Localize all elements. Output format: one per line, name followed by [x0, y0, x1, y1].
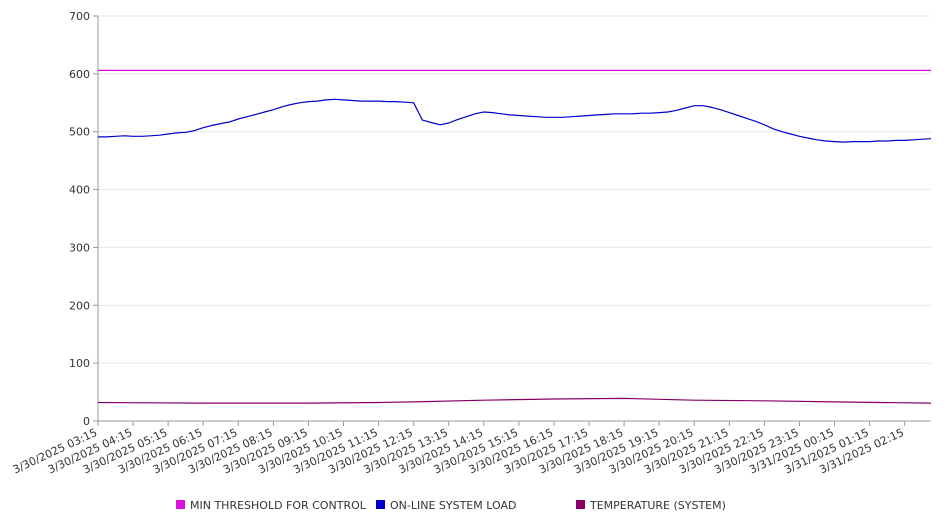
y-tick-label: 200 [69, 299, 90, 312]
series-lines [97, 69, 932, 404]
gridlines [98, 15, 931, 364]
series-line-3 [97, 397, 932, 404]
series-line-2 [98, 98, 932, 143]
legend-label: MIN THRESHOLD FOR CONTROL [190, 499, 367, 512]
y-tick-label: 500 [69, 126, 90, 139]
legend-swatch [376, 500, 385, 509]
axes [97, 16, 931, 422]
y-tick-label: 700 [69, 10, 90, 23]
y-axis-ticks: 0 100 200 300 400 500 600 700 [69, 10, 98, 428]
legend-swatch [576, 500, 585, 509]
y-tick-label: 0 [83, 415, 90, 428]
legend: MIN THRESHOLD FOR CONTROL ON-LINE SYSTEM … [176, 499, 726, 512]
legend-swatch [176, 500, 185, 509]
legend-label: TEMPERATURE (SYSTEM) [589, 499, 726, 512]
y-tick-label: 600 [69, 68, 90, 81]
y-tick-label: 300 [69, 241, 90, 254]
x-axis-ticks: 3/30/2025 03:153/30/2025 04:153/30/2025 … [11, 421, 906, 476]
y-tick-label: 400 [69, 184, 90, 197]
legend-label: ON-LINE SYSTEM LOAD [390, 499, 516, 512]
y-tick-label: 100 [69, 357, 90, 370]
